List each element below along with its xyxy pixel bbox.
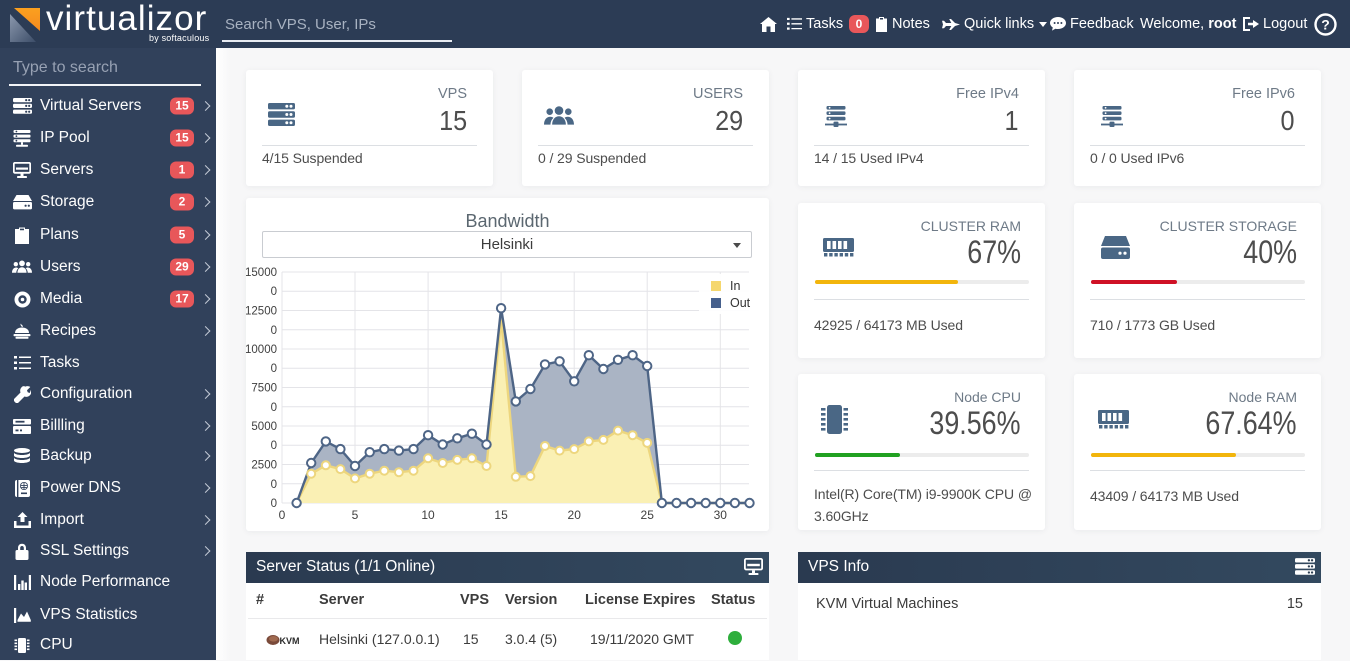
svg-text:15000: 15000 [246, 267, 277, 279]
svg-text:25: 25 [641, 508, 655, 522]
svg-text:Out: Out [730, 296, 751, 310]
svg-text:In: In [730, 279, 740, 293]
svg-text:15: 15 [494, 508, 508, 522]
svg-text:0: 0 [271, 325, 277, 337]
svg-text:0: 0 [271, 440, 277, 452]
svg-text:KVM: KVM [280, 636, 300, 646]
svg-text:10000: 10000 [246, 344, 277, 356]
svg-text:10: 10 [421, 508, 435, 522]
svg-text:5: 5 [352, 508, 359, 522]
svg-text:0: 0 [271, 363, 277, 375]
svg-text:?: ? [1321, 16, 1330, 32]
svg-text:12500: 12500 [246, 306, 277, 318]
svg-text:0: 0 [271, 402, 277, 414]
svg-text:5000: 5000 [251, 421, 277, 433]
svg-text:20: 20 [568, 508, 582, 522]
svg-text:0: 0 [271, 286, 277, 298]
svg-text:2500: 2500 [251, 460, 277, 472]
svg-text:0: 0 [279, 508, 286, 522]
svg-text:30: 30 [714, 508, 728, 522]
svg-text:0: 0 [271, 479, 277, 491]
svg-text:0: 0 [271, 498, 277, 510]
svg-text:7500: 7500 [251, 383, 277, 395]
